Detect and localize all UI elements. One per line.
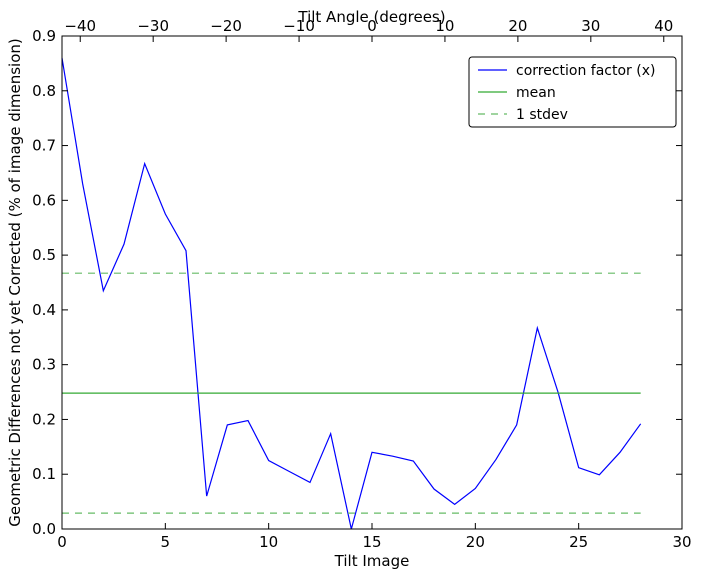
- y-tick-label: 0.5: [32, 246, 56, 264]
- top-x-tick-label: −20: [210, 17, 242, 35]
- y-tick-label: 0.1: [32, 465, 56, 483]
- y-tick-label: 0.6: [32, 191, 56, 209]
- legend: correction factor (x) mean 1 stdev: [468, 56, 677, 128]
- top-x-tick-label: −40: [64, 17, 96, 35]
- plot-content: [61, 57, 642, 530]
- y-axis-label: Geometric Differences not yet Corrected …: [6, 38, 24, 527]
- x-tick-label: 20: [466, 533, 485, 551]
- y-tick-label: 0.3: [32, 356, 56, 374]
- top-x-tick-label: 0: [367, 17, 377, 35]
- legend-label: mean: [516, 85, 556, 101]
- legend-label: 1 stdev: [516, 107, 568, 123]
- top-x-tick-label: −30: [137, 17, 169, 35]
- top-x-tick-label: −10: [283, 17, 315, 35]
- axis-ticks: 0 5 10 15 20 25 30 0.0 0.1 0.2 0.3 0.4 0.5 0.6 0.7 0.8 0…: [32, 17, 691, 551]
- legend-label: correction factor (x): [516, 63, 655, 79]
- y-tick-label: 0.4: [32, 301, 56, 319]
- top-x-tick-label: 40: [654, 17, 673, 35]
- top-x-tick-label: 20: [508, 17, 527, 35]
- top-x-tick-label: 10: [435, 17, 454, 35]
- y-tick-label: 0.8: [32, 82, 56, 100]
- x-tick-label: 30: [672, 533, 691, 551]
- y-tick-label: 0.2: [32, 410, 56, 428]
- series-line-0: [61, 57, 642, 530]
- top-x-axis-label: Tilt Angle (degrees): [297, 8, 445, 26]
- x-tick-label: 10: [259, 533, 278, 551]
- y-tick-label: 0.0: [32, 520, 56, 538]
- x-tick-label: 15: [362, 533, 381, 551]
- x-tick-label: 0: [57, 533, 67, 551]
- y-tick-label: 0.9: [32, 27, 56, 45]
- top-x-tick-label: 30: [581, 17, 600, 35]
- x-axis-label: Tilt Image: [334, 552, 410, 570]
- x-tick-label: 5: [161, 533, 171, 551]
- legend-box: [468, 56, 677, 128]
- y-tick-label: 0.7: [32, 137, 56, 155]
- x-tick-label: 25: [569, 533, 588, 551]
